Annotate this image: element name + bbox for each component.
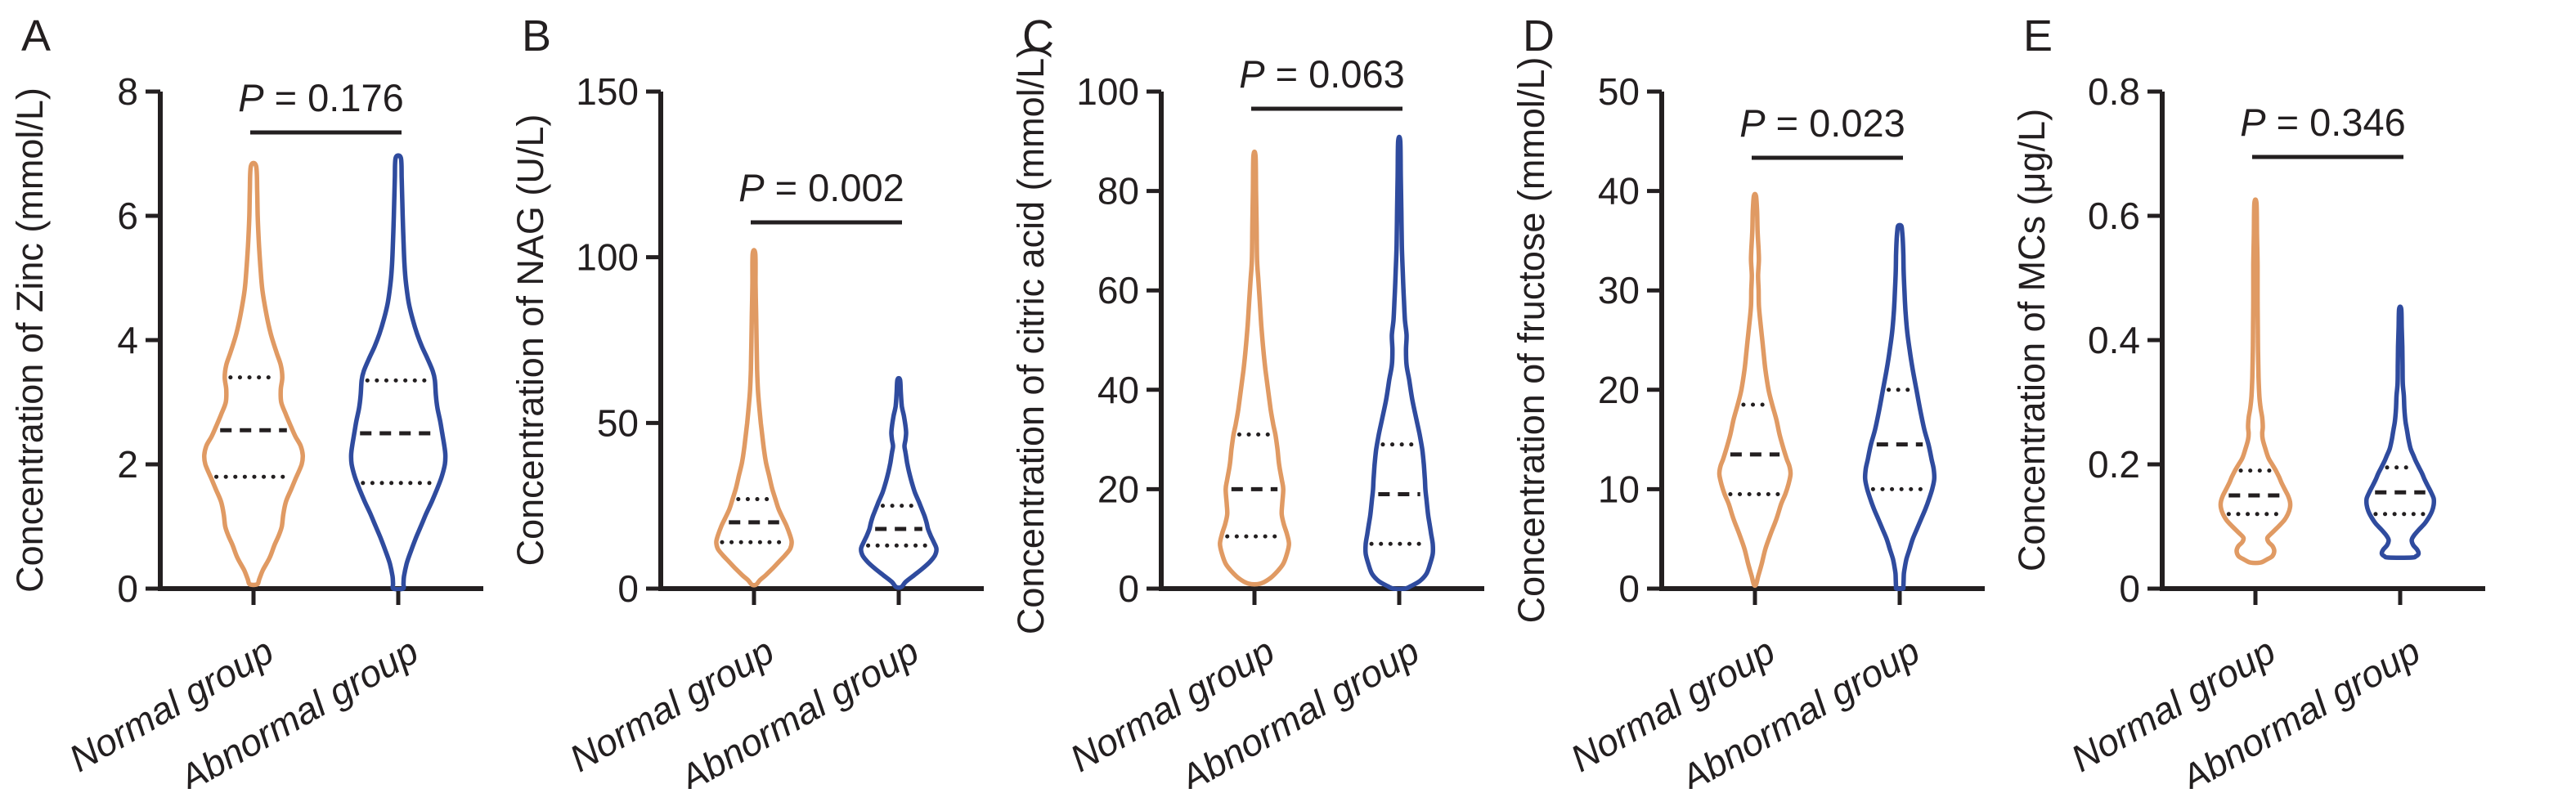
violin-normal-group <box>1717 191 1793 589</box>
violin-normal-group <box>714 248 794 588</box>
p-symbol: P <box>1739 101 1766 145</box>
y-tick-label: 0.4 <box>2088 319 2140 361</box>
violin-abnormal-group <box>1362 134 1436 592</box>
violin-abnormal-group <box>2363 304 2437 560</box>
y-axis-title: Concentration of MCs (μg/L) <box>2011 109 2053 571</box>
violin-normal-group <box>2218 197 2293 566</box>
y-tick-label: 0.2 <box>2088 443 2140 486</box>
violin-abnormal-group <box>859 375 939 590</box>
p-number: = 0.176 <box>264 76 404 119</box>
y-tick-label: 30 <box>1598 269 1640 311</box>
x-label-abnormal-group: Abnormal group <box>2172 629 2427 789</box>
y-tick-label: 0 <box>1618 567 1640 610</box>
y-tick-label: 6 <box>117 195 138 237</box>
violin-abnormal-group <box>348 153 448 592</box>
p-value-label: P = 0.023 <box>1739 101 1905 145</box>
violin-normal-group <box>1218 149 1291 587</box>
p-value-label: P = 0.063 <box>1239 52 1405 96</box>
y-tick-label: 10 <box>1598 468 1640 510</box>
x-label-abnormal-group: Abnormal group <box>1171 629 1426 789</box>
y-tick-label: 100 <box>576 236 639 279</box>
y-tick-label: 8 <box>117 70 138 113</box>
y-tick-label: 0 <box>1118 567 1139 610</box>
y-axis-title: Concentration of citric acid (mmol/L) <box>1010 46 1052 634</box>
y-tick-label: 0 <box>117 567 138 610</box>
violin-normal-group <box>201 160 306 588</box>
y-tick-label: 0 <box>617 567 639 610</box>
panel-letter: E <box>2023 11 2053 60</box>
panel-letter: A <box>21 11 51 60</box>
x-label-abnormal-group: Abnormal group <box>170 629 425 789</box>
violin-abnormal-group <box>1862 222 1937 592</box>
y-tick-label: 20 <box>1598 369 1640 411</box>
p-symbol: P <box>2240 101 2266 144</box>
y-axis-title: Concentration of fructose (mmol/L) <box>1510 57 1552 624</box>
y-tick-label: 50 <box>597 401 639 444</box>
p-value-label: P = 0.346 <box>2240 101 2406 144</box>
y-tick-label: 20 <box>1097 468 1139 510</box>
y-tick-label: 0 <box>2119 567 2140 610</box>
p-symbol: P <box>238 76 264 119</box>
y-tick-label: 40 <box>1097 369 1139 411</box>
y-tick-label: 2 <box>117 443 138 486</box>
y-tick-label: 0.8 <box>2088 70 2140 113</box>
p-number: = 0.023 <box>1766 101 1905 145</box>
x-label-abnormal-group: Abnormal group <box>671 629 926 789</box>
p-value-label: P = 0.002 <box>738 166 904 209</box>
p-number: = 0.002 <box>765 166 904 209</box>
x-label-abnormal-group: Abnormal group <box>1672 629 1927 789</box>
p-symbol: P <box>738 166 765 209</box>
y-tick-label: 50 <box>1598 70 1640 113</box>
y-tick-label: 0.6 <box>2088 195 2140 237</box>
y-axis-title: Concentration of NAG (U/L) <box>509 114 551 567</box>
p-symbol: P <box>1239 52 1265 96</box>
y-tick-label: 150 <box>576 70 639 113</box>
y-tick-label: 100 <box>1076 70 1139 113</box>
y-tick-label: 40 <box>1598 170 1640 213</box>
panel-letter: B <box>522 11 551 60</box>
p-number: = 0.346 <box>2266 101 2406 144</box>
panel-letter: C <box>1022 11 1054 60</box>
y-tick-label: 80 <box>1097 170 1139 213</box>
y-tick-label: 4 <box>117 319 138 361</box>
p-value-label: P = 0.176 <box>238 76 404 119</box>
y-tick-label: 60 <box>1097 269 1139 311</box>
p-number: = 0.063 <box>1265 52 1405 96</box>
panel-letter: D <box>1523 11 1555 60</box>
y-axis-title: Concentration of Zinc (mmol/L) <box>9 87 51 593</box>
